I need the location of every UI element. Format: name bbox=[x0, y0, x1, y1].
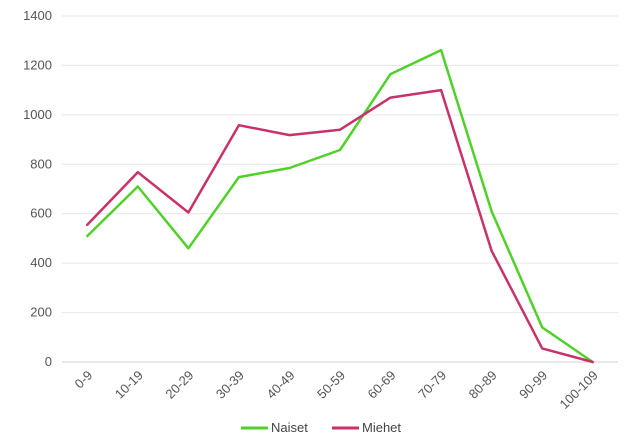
x-tick-label: 10-19 bbox=[112, 368, 146, 402]
x-tick-label: 60-69 bbox=[365, 368, 399, 402]
x-tick-label: 90-99 bbox=[516, 368, 550, 402]
y-tick-label: 1400 bbox=[23, 8, 52, 23]
y-tick-label: 400 bbox=[30, 255, 52, 270]
gridlines bbox=[62, 15, 618, 363]
y-tick-label: 200 bbox=[30, 305, 52, 320]
y-tick-label: 1200 bbox=[23, 57, 52, 72]
x-tick-label: 100-109 bbox=[556, 368, 600, 412]
series-line-miehet bbox=[86, 88, 594, 364]
y-axis: 0 200 400 600 800 1000 1200 1400 bbox=[23, 8, 52, 369]
x-tick-label: 50-59 bbox=[314, 368, 348, 402]
y-tick-label: 1000 bbox=[23, 107, 52, 122]
x-axis: 0-9 10-19 20-29 30-39 40-49 50-59 60-69 70-79 80… bbox=[71, 368, 600, 412]
series-line-naiset bbox=[86, 48, 594, 364]
x-tick-label: 80-89 bbox=[466, 368, 500, 402]
y-tick-label: 600 bbox=[30, 206, 52, 221]
legend: Naiset Miehet bbox=[241, 420, 401, 435]
x-tick-label: 0-9 bbox=[71, 368, 95, 392]
y-tick-label: 0 bbox=[45, 354, 52, 369]
legend-label-miehet: Miehet bbox=[362, 420, 401, 435]
x-tick-label: 40-49 bbox=[263, 368, 297, 402]
series-lines bbox=[86, 48, 594, 364]
x-tick-label: 30-39 bbox=[213, 368, 247, 402]
x-tick-label: 70-79 bbox=[415, 368, 449, 402]
x-tick-label: 20-29 bbox=[162, 368, 196, 402]
y-tick-label: 800 bbox=[30, 156, 52, 171]
legend-label-naiset: Naiset bbox=[271, 420, 308, 435]
